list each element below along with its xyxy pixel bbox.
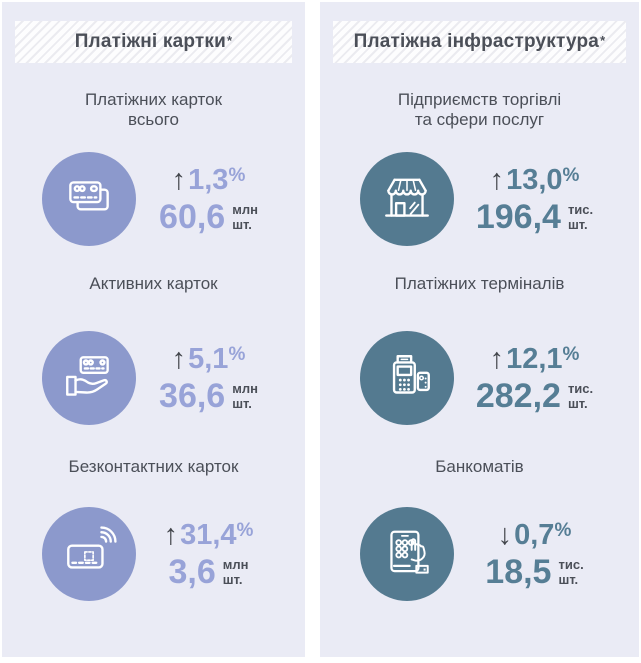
stat-label-total-cards: Платіжних карток всього	[84, 90, 223, 129]
percent-line: ↑ 5,1 %	[172, 343, 246, 375]
stat-row-total-cards: ↑ 1,3 % 60,6 млн шт.	[2, 152, 305, 246]
percent-value: 5,1	[188, 342, 229, 375]
stat-row-pos-terminals: ↑ 12,1 % 282,2 тис. шт.	[320, 331, 639, 425]
stat-units: млн шт.	[232, 380, 258, 411]
stat-circle	[42, 331, 136, 425]
stat-values: ↑ 5,1 % 36,6 млн шт.	[136, 343, 305, 414]
percent-value: 31,4	[180, 518, 237, 551]
stat-label-active-cards: Активних карток	[89, 274, 218, 293]
stat-values: ↑ 31,4 % 3,6 млн шт.	[136, 519, 305, 590]
stat-row-merchants: ↑ 13,0 % 196,4 тис. шт.	[320, 152, 639, 246]
value-line: 18,5 тис. шт.	[485, 554, 583, 590]
stat-units: тис. шт.	[558, 556, 584, 587]
stat-label-atms: Банкоматів	[435, 457, 524, 476]
stat-units: млн шт.	[232, 201, 258, 232]
up-arrow-icon: ↑	[489, 342, 505, 375]
stat-value: 3,6	[168, 552, 216, 591]
stat-value: 18,5	[485, 552, 552, 591]
stat-label-pos-terminals: Платіжних терміналів	[394, 274, 565, 293]
storefront-icon	[385, 178, 429, 217]
percent-value: 12,1	[506, 342, 563, 375]
stat-units: тис. шт.	[567, 380, 594, 411]
stat-row-atms: ↓ 0,7 % 18,5 тис. шт.	[320, 507, 639, 601]
up-arrow-icon: ↑	[163, 518, 179, 551]
stat-values: ↑ 12,1 % 282,2 тис. шт.	[454, 343, 639, 414]
stat-value: 282,2	[475, 376, 561, 415]
stat-row-active-cards: ↑ 5,1 % 36,6 млн шт.	[2, 331, 305, 425]
value-line: 3,6 млн шт.	[169, 554, 249, 590]
contactless-card-icon	[67, 526, 117, 569]
stat-label-merchants: Підприємств торгівлі та сфери послуг	[397, 90, 562, 129]
stat-row-contactless-cards: ↑ 31,4 % 3,6 млн шт.	[2, 507, 305, 601]
percent-line: ↓ 0,7 %	[498, 519, 572, 551]
stat-units: тис. шт.	[567, 201, 594, 232]
value-line: 282,2 тис. шт.	[476, 378, 593, 414]
stat-circle	[42, 507, 136, 601]
percent-line: ↑ 13,0 %	[490, 164, 580, 196]
percent-sign: %	[554, 519, 572, 541]
stat-values: ↓ 0,7 % 18,5 тис. шт.	[454, 519, 639, 590]
stat-value: 36,6	[159, 376, 226, 415]
footnote-asterisk: *	[227, 32, 233, 48]
up-arrow-icon: ↑	[171, 163, 187, 196]
value-line: 60,6 млн шт.	[159, 199, 258, 235]
stat-circle	[360, 331, 454, 425]
value-line: 196,4 тис. шт.	[476, 199, 593, 235]
stat-label-contactless-cards: Безконтактних карток	[68, 457, 239, 476]
percent-sign: %	[228, 343, 246, 365]
percent-sign: %	[236, 519, 254, 541]
stat-circle	[42, 152, 136, 246]
panel-title-payment-cards: Платіжні картки *	[15, 21, 292, 63]
stat-values: ↑ 13,0 % 196,4 тис. шт.	[454, 164, 639, 235]
percent-line: ↑ 1,3 %	[172, 164, 246, 196]
stat-value: 60,6	[159, 197, 226, 236]
panel-title-text: Платіжна інфраструктура	[353, 31, 600, 52]
panel-title-payment-infrastructure: Платіжна інфраструктура *	[333, 21, 626, 63]
percent-value: 1,3	[188, 163, 229, 196]
stat-circle	[360, 507, 454, 601]
percent-sign: %	[562, 343, 580, 365]
up-arrow-icon: ↑	[171, 342, 187, 375]
down-arrow-icon: ↓	[497, 518, 513, 551]
percent-line: ↑ 31,4 %	[164, 519, 254, 551]
payment-cards-icon	[69, 181, 109, 211]
stat-values: ↑ 1,3 % 60,6 млн шт.	[136, 164, 305, 235]
percent-value: 13,0	[506, 163, 563, 196]
stat-value: 196,4	[475, 197, 561, 236]
percent-value: 0,7	[514, 518, 555, 551]
panel-payment-infrastructure: Платіжна інфраструктура * Підприємств тор…	[320, 2, 639, 657]
panel-payment-cards: Платіжні картки * Платіжних карток всього	[2, 2, 305, 657]
atm-icon	[390, 530, 429, 574]
stat-circle	[360, 152, 454, 246]
pos-terminal-icon	[392, 355, 430, 394]
stat-units: млн шт.	[222, 556, 249, 587]
percent-line: ↑ 12,1 %	[490, 343, 580, 375]
percent-sign: %	[228, 164, 246, 186]
card-in-hand-icon	[66, 356, 109, 396]
footnote-asterisk: *	[600, 32, 606, 48]
panel-title-text: Платіжні картки	[74, 31, 227, 52]
percent-sign: %	[562, 164, 580, 186]
up-arrow-icon: ↑	[489, 163, 505, 196]
value-line: 36,6 млн шт.	[159, 378, 258, 414]
